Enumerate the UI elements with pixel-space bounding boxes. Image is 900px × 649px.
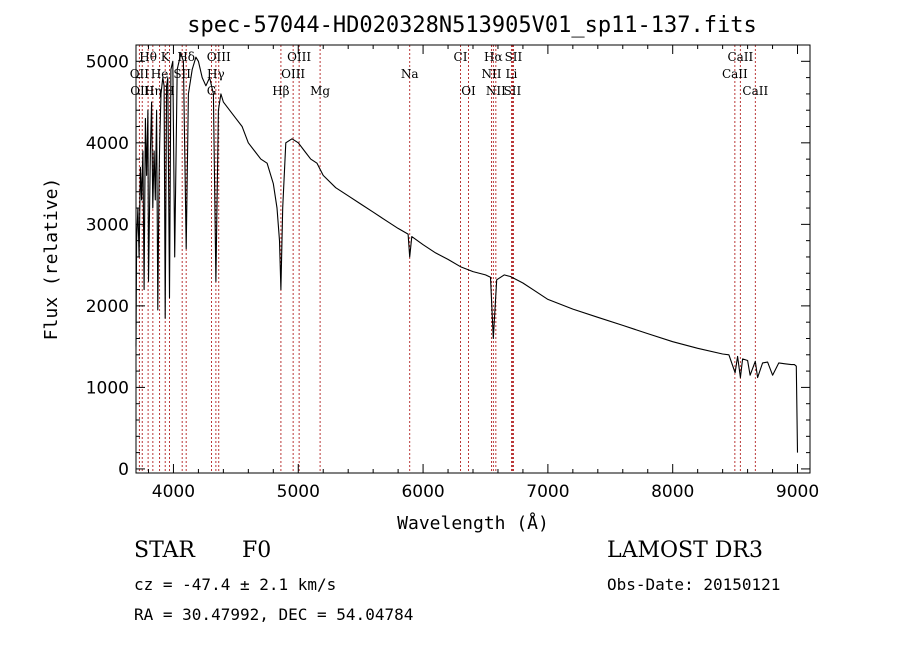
spectrum-line bbox=[135, 52, 799, 453]
y-tick-label: 5000 bbox=[86, 52, 129, 72]
series-layer bbox=[135, 52, 799, 453]
x-axis-label: Wavelength (Å) bbox=[397, 512, 549, 534]
line-label: Hγ bbox=[207, 67, 225, 81]
line-label: Mg bbox=[310, 84, 330, 98]
line-markers bbox=[138, 45, 756, 473]
spectral-subclass: F0 bbox=[242, 538, 272, 563]
line-label: OII bbox=[130, 67, 150, 81]
y-axis: 0 1000 2000 3000 4000 5000 bbox=[86, 52, 810, 480]
line-label: He bbox=[151, 67, 169, 81]
observation-date: Obs-Date: 20150121 bbox=[607, 575, 781, 594]
line-label: NII bbox=[486, 84, 506, 98]
line-label: CaII bbox=[722, 67, 748, 81]
line-label: SII bbox=[173, 67, 191, 81]
line-label: Hβ bbox=[272, 84, 289, 98]
line-label: K bbox=[161, 50, 171, 64]
line-label: G bbox=[207, 84, 217, 98]
line-label: Na bbox=[401, 67, 419, 81]
line-label: CaII bbox=[742, 84, 768, 98]
x-tick-label: 9000 bbox=[776, 482, 819, 502]
x-tick-label: 5000 bbox=[277, 482, 320, 502]
line-label: OI bbox=[461, 84, 476, 98]
coordinates: RA = 30.47992, DEC = 54.04784 bbox=[134, 605, 414, 624]
y-tick-label: 3000 bbox=[86, 215, 129, 235]
line-label: H bbox=[164, 84, 174, 98]
line-label: SII bbox=[504, 84, 522, 98]
chart-title: spec-57044-HD020328N513905V01_sp11-137.f… bbox=[187, 13, 757, 38]
line-label: CaII bbox=[727, 50, 753, 64]
line-label: CI bbox=[454, 50, 468, 64]
line-label: OIII bbox=[207, 50, 231, 64]
y-tick-label: 4000 bbox=[86, 134, 129, 154]
object-class: STAR bbox=[134, 538, 195, 563]
redshift-velocity: cz = -47.4 ± 2.1 km/s bbox=[134, 575, 337, 594]
y-tick-label: 2000 bbox=[86, 297, 129, 317]
plot-frame bbox=[135, 44, 811, 474]
line-label: OIII bbox=[281, 67, 305, 81]
line-label: OIII bbox=[287, 50, 311, 64]
line-label: Hδ bbox=[177, 50, 195, 64]
x-tick-label: 4000 bbox=[152, 482, 195, 502]
line-label: Hθ bbox=[139, 50, 157, 64]
x-axis: 4000 5000 6000 7000 8000 9000 bbox=[147, 45, 819, 502]
line-label: Hα bbox=[484, 50, 503, 64]
y-tick-label: 1000 bbox=[86, 378, 129, 398]
line-label: SII bbox=[505, 50, 523, 64]
y-tick-label: 0 bbox=[118, 460, 129, 480]
y-axis-label: Flux (relative) bbox=[41, 178, 62, 341]
line-label: Li bbox=[506, 67, 518, 81]
x-tick-label: 7000 bbox=[526, 482, 569, 502]
line-label: Hη bbox=[144, 84, 162, 98]
x-tick-label: 6000 bbox=[401, 482, 444, 502]
line-label: NII bbox=[481, 67, 501, 81]
survey-name: LAMOST DR3 bbox=[607, 538, 763, 563]
x-tick-label: 8000 bbox=[651, 482, 694, 502]
